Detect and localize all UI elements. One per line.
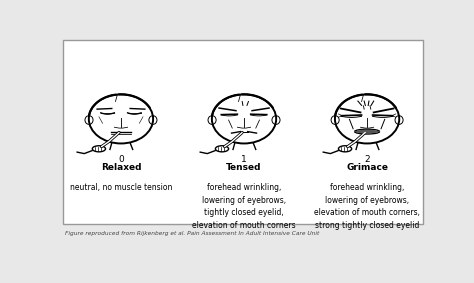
Text: Grimace: Grimace bbox=[346, 163, 388, 172]
Ellipse shape bbox=[356, 130, 378, 134]
Text: 2: 2 bbox=[365, 155, 370, 164]
FancyBboxPatch shape bbox=[63, 40, 423, 224]
Text: 1: 1 bbox=[241, 155, 247, 164]
Text: Figure reproduced from Rijkenberg et al. Pain Assessment In Adult Intensive Care: Figure reproduced from Rijkenberg et al.… bbox=[65, 231, 319, 236]
Text: neutral, no muscle tension: neutral, no muscle tension bbox=[70, 183, 172, 192]
Text: Relaxed: Relaxed bbox=[100, 163, 141, 172]
Text: forehead wrinkling,
lowering of eyebrows,
tightly closed eyelid,
elevation of mo: forehead wrinkling, lowering of eyebrows… bbox=[192, 183, 296, 230]
Text: 0: 0 bbox=[118, 155, 124, 164]
Text: Tensed: Tensed bbox=[226, 163, 262, 172]
Text: forehead wrinkling,
lowering of eyebrows,
elevation of mouth corners,
strong tig: forehead wrinkling, lowering of eyebrows… bbox=[314, 183, 420, 230]
